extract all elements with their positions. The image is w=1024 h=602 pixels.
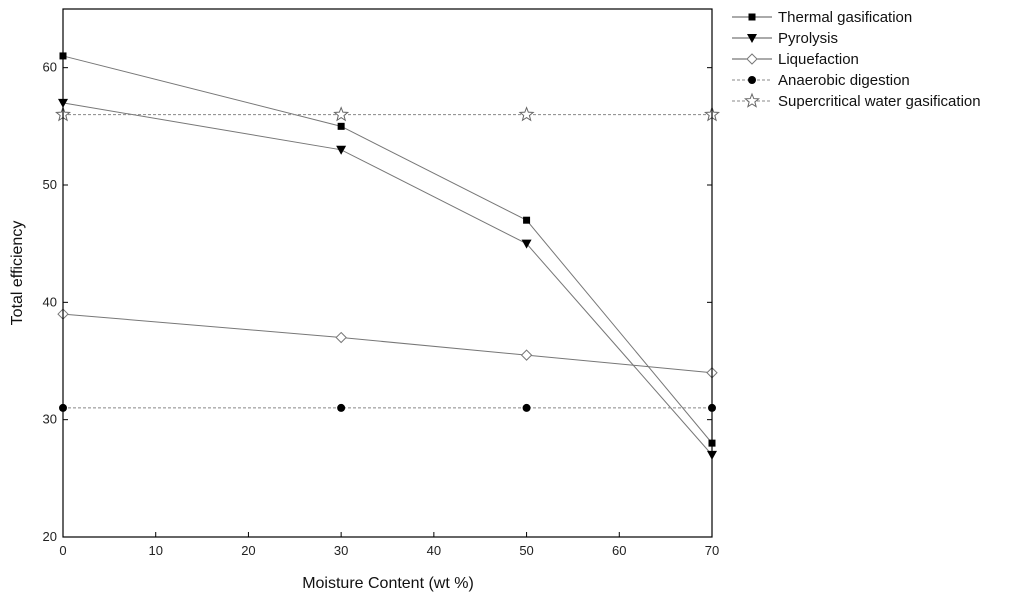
- anaerobic-digestion-point: [522, 403, 531, 412]
- legend-marker-supercritical-water-gasification: [744, 92, 760, 108]
- x-axis-title: Moisture Content (wt %): [302, 575, 474, 592]
- pyrolysis-point: [521, 239, 532, 249]
- legend-marker-pyrolysis: [747, 34, 757, 43]
- pyrolysis-point: [336, 145, 347, 155]
- pyrolysis-line: [62, 102, 713, 456]
- x-tick-label: 30: [334, 543, 348, 558]
- legend-marker-thermal-gasification: [748, 13, 756, 21]
- y-tick-label: 30: [43, 412, 57, 427]
- x-tick-label: 60: [612, 543, 626, 558]
- liquefaction-point: [520, 349, 533, 361]
- y-tick-label: 50: [43, 177, 57, 192]
- y-tick-label: 60: [43, 60, 57, 75]
- liquefaction-point: [335, 331, 347, 344]
- legend-label-liquefaction: Liquefaction: [778, 51, 859, 68]
- legend-label-supercritical-water-gasification: Supercritical water gasification: [778, 93, 981, 110]
- x-tick-label: 50: [519, 543, 533, 558]
- legend-label-thermal-gasification: Thermal gasification: [778, 9, 912, 26]
- anaerobic-digestion-point: [337, 403, 346, 412]
- thermal-gasification-line: [62, 55, 713, 444]
- y-tick-label: 20: [43, 529, 57, 544]
- x-tick-label: 70: [705, 543, 719, 558]
- legend: Thermal gasification Pyrolysis Liquefactio…: [732, 9, 981, 110]
- legend-label-pyrolysis: Pyrolysis: [778, 30, 838, 47]
- x-tick-label: 40: [427, 543, 441, 558]
- x-tick-label: 20: [241, 543, 255, 558]
- plot-frame: [62, 8, 713, 538]
- x-tick-label: 0: [59, 543, 66, 558]
- thermal-gasification-point: [523, 216, 531, 224]
- legend-marker-liquefaction: [746, 53, 758, 65]
- x-tick-label: 10: [148, 543, 162, 558]
- legend-label-anaerobic-digestion: Anaerobic digestion: [778, 72, 910, 89]
- legend-marker-anaerobic-digestion: [748, 76, 756, 84]
- y-tick-label: 40: [43, 294, 57, 309]
- thermal-gasification-point: [337, 122, 345, 130]
- liquefaction-line: [62, 313, 713, 374]
- supercritical-water-gasification-point: [518, 106, 535, 122]
- y-axis-title: Total efficiency: [9, 221, 26, 326]
- supercritical-water-gasification-point: [333, 106, 350, 122]
